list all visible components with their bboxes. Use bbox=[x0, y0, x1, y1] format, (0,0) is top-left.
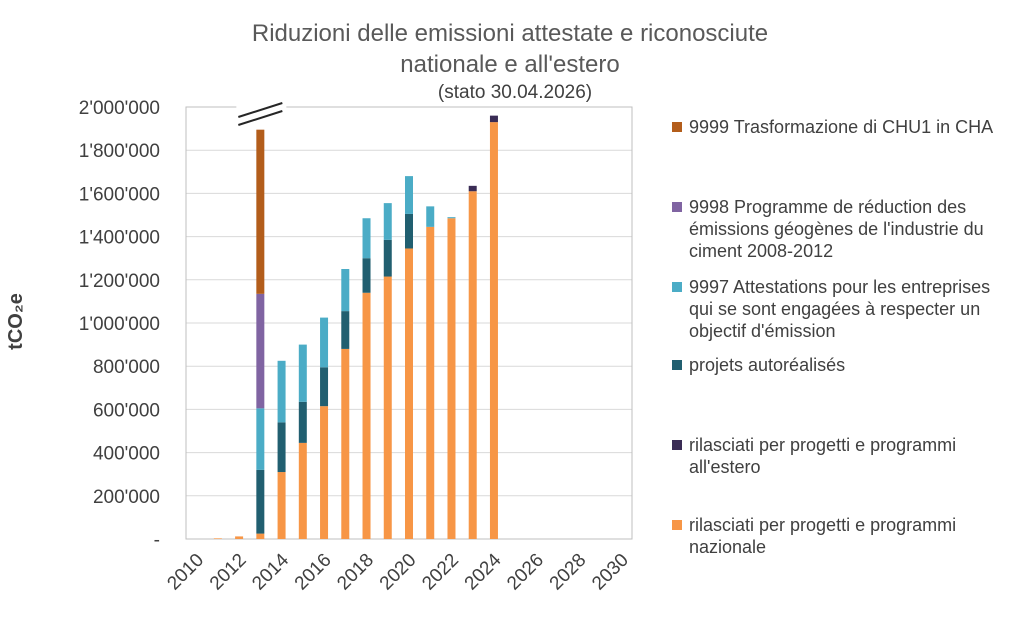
y-tick-label: - bbox=[154, 530, 160, 551]
bar-segment bbox=[320, 317, 329, 368]
bar-segment bbox=[447, 217, 456, 219]
bar-segment bbox=[298, 442, 307, 539]
x-tick-label: 2010 bbox=[163, 550, 208, 595]
bar-segment bbox=[489, 115, 498, 123]
y-tick-label: 400'000 bbox=[93, 444, 160, 465]
bar-segment bbox=[213, 538, 222, 539]
legend-swatch bbox=[672, 440, 682, 450]
bar-segment bbox=[277, 422, 286, 473]
chart-title-line2: nationale e all'estero bbox=[400, 51, 620, 78]
bar-segment bbox=[277, 360, 286, 423]
legend-label: rilasciati per progetti e programmi nazi… bbox=[689, 515, 957, 557]
x-tick-label: 2030 bbox=[588, 550, 633, 595]
bar-segment bbox=[489, 122, 498, 540]
x-tick-label: 2022 bbox=[418, 550, 463, 595]
legend-swatch bbox=[672, 282, 682, 292]
y-tick-label: 1'800'000 bbox=[79, 141, 160, 162]
bar-segment bbox=[277, 472, 286, 539]
bar-segment bbox=[256, 129, 265, 294]
legend-swatch bbox=[672, 360, 682, 370]
legend-swatch bbox=[672, 520, 682, 530]
y-tick-label: 800'000 bbox=[93, 357, 160, 378]
bar-segment bbox=[383, 276, 392, 539]
bar-segment bbox=[426, 206, 435, 227]
bar-segment bbox=[256, 469, 265, 534]
bar-segment bbox=[341, 348, 350, 539]
bar-segment bbox=[341, 311, 350, 349]
legend-swatch bbox=[672, 202, 682, 212]
legend-swatch bbox=[672, 122, 682, 132]
bar-segment bbox=[426, 226, 435, 539]
bar-segment bbox=[256, 408, 265, 470]
bar-segment bbox=[362, 218, 371, 259]
x-tick-label: 2014 bbox=[248, 549, 293, 594]
x-tick-label: 2012 bbox=[206, 550, 251, 595]
legend-label: projets autoréalisés bbox=[689, 355, 846, 375]
legend-label: rilasciati per progetti e programmi all'… bbox=[689, 435, 957, 477]
bar-segment bbox=[362, 292, 371, 539]
legend-label: 9999 Trasformazione di CHU1 in CHA bbox=[689, 117, 994, 137]
y-tick-label: 1'000'000 bbox=[79, 314, 160, 335]
bar-segment bbox=[320, 406, 329, 539]
y-tick-label: 1'200'000 bbox=[79, 271, 160, 292]
legend-label: 9997 Attestations pour les entreprises q… bbox=[689, 277, 991, 341]
bar-segment bbox=[405, 213, 413, 249]
y-tick-label: 1'600'000 bbox=[79, 184, 160, 205]
bar-segment bbox=[256, 293, 265, 409]
axis-break-line bbox=[238, 102, 283, 118]
bar-segment bbox=[405, 248, 413, 540]
bar-segment bbox=[468, 185, 477, 192]
x-tick-label: 2016 bbox=[291, 550, 336, 595]
y-tick-label: 2'000'000 bbox=[79, 98, 160, 119]
y-tick-label: 1'400'000 bbox=[79, 228, 160, 249]
axis-break-line bbox=[238, 110, 283, 126]
x-tick-label: 2026 bbox=[503, 550, 548, 595]
bar-segment bbox=[341, 269, 350, 312]
x-tick-label: 2028 bbox=[546, 550, 591, 595]
y-tick-label: 200'000 bbox=[93, 487, 160, 508]
bar-segment bbox=[362, 258, 371, 293]
chart-subtitle: (stato 30.04.2026) bbox=[437, 82, 593, 103]
x-tick-label: 2020 bbox=[376, 550, 421, 595]
bar-segment bbox=[383, 239, 392, 277]
x-tick-label: 2018 bbox=[333, 550, 378, 595]
bar-segment bbox=[447, 218, 456, 540]
bar-segment bbox=[320, 367, 329, 407]
bar-segment bbox=[298, 344, 307, 402]
bar-segment bbox=[256, 533, 265, 539]
chart-title-line1: Riduzioni delle emissioni attestate e ri… bbox=[251, 20, 769, 47]
bar-segment bbox=[235, 536, 244, 539]
bar-segment bbox=[298, 401, 307, 443]
legend-label: 9998 Programme de réduction des émission… bbox=[689, 197, 984, 261]
bar-segment bbox=[468, 191, 477, 540]
bar-segment bbox=[383, 203, 392, 240]
y-tick-label: 600'000 bbox=[93, 400, 160, 421]
bar-segment bbox=[405, 176, 413, 214]
x-tick-label: 2024 bbox=[461, 549, 506, 594]
